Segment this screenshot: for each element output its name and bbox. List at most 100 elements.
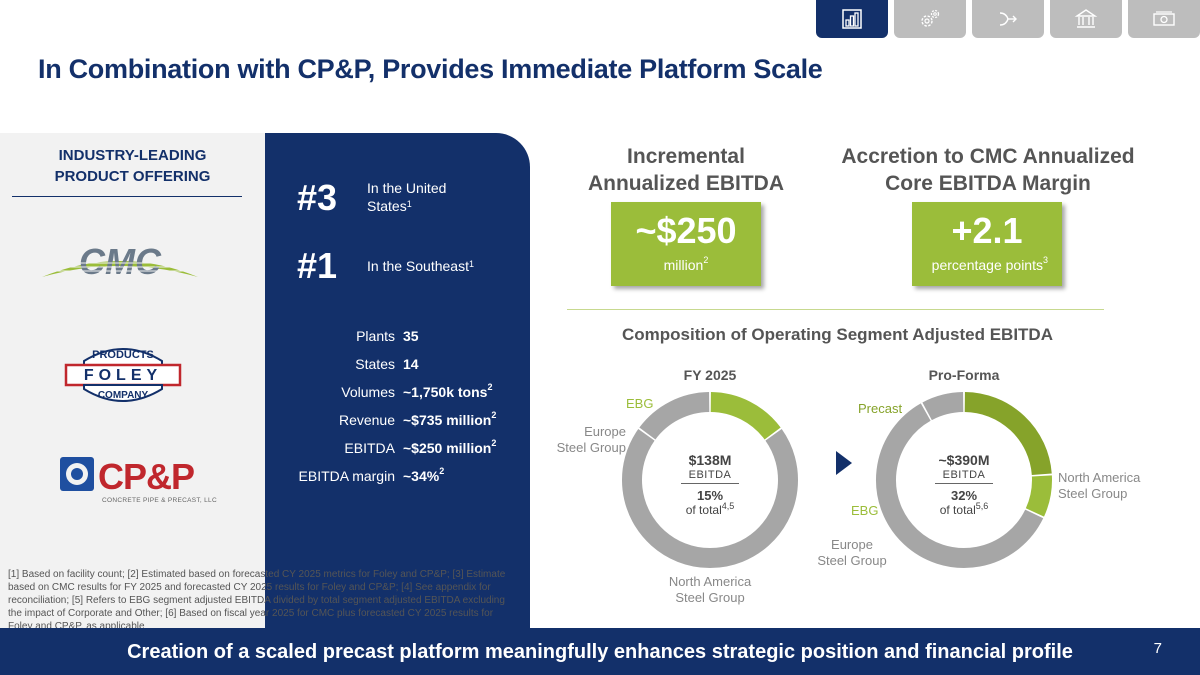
stat-value: 35 — [403, 328, 419, 344]
footnote-ref: 5,6 — [975, 501, 989, 511]
stat-row-volumes: Volumes ~1,750k tons2 — [265, 382, 530, 406]
footnote-ref: 2 — [703, 255, 709, 265]
svg-text:PRODUCTS: PRODUCTS — [92, 349, 154, 361]
stat-value-text: 35 — [403, 328, 419, 344]
label-fy-europe: Europe Steel Group — [550, 424, 626, 456]
center-fy2025: $138M EBITDA 15% of total4,5 — [670, 452, 750, 517]
stat-row-ebitda-margin: EBITDA margin ~34%2 — [265, 466, 530, 490]
label-pf-precast: Precast — [858, 401, 903, 416]
donut-slice-europe-steel-group — [922, 392, 964, 421]
center-value: ~$390M — [938, 452, 990, 468]
center-note-text: of total — [939, 503, 976, 517]
label-line: Steel Group — [1058, 486, 1128, 501]
stat-row-revenue: Revenue ~$735 million2 — [265, 410, 530, 434]
section-divider — [567, 309, 1104, 310]
footnote-ref: 1 — [468, 259, 474, 269]
label-fy-ebg: EBG — [626, 396, 654, 411]
kpi-title-line2: Annualized EBITDA — [587, 172, 784, 195]
stats-panel: #3 In the United States1 #1 In the South… — [265, 133, 530, 628]
label-pf-ebg: EBG — [851, 503, 879, 518]
money-icon — [1153, 11, 1175, 26]
merge-arrow-icon — [999, 12, 1017, 26]
rank-us-desc-line2: States1 — [367, 197, 446, 215]
composition-title: Composition of Operating Segment Adjuste… — [622, 325, 1053, 344]
footnote-ref: 4,5 — [721, 501, 735, 511]
nav-tab-returns[interactable] — [1128, 0, 1200, 38]
center-pct: 15% — [696, 488, 724, 503]
chart-title-fy2025: FY 2025 — [683, 367, 737, 383]
nav-tab-overview[interactable] — [816, 0, 888, 38]
label-line: Steel Group — [675, 590, 745, 605]
gears-icon — [921, 9, 940, 27]
svg-text:CMC: CMC — [79, 241, 162, 282]
label-pf-europe: Europe Steel Group — [812, 537, 892, 569]
stat-label: Volumes — [341, 384, 395, 400]
center-note-text: of total — [685, 503, 722, 517]
stat-label: EBITDA margin — [298, 468, 395, 484]
label-line: North America — [1058, 470, 1141, 485]
kpi-title-margin-accretion: Accretion to CMC Annualized Core EBITDA … — [830, 143, 1146, 197]
page-number: 7 — [1153, 640, 1162, 657]
heading-line-2: PRODUCT OFFERING — [54, 168, 211, 185]
label-pf-na: North America Steel Group — [1058, 470, 1158, 502]
center-label: EBITDA — [935, 468, 993, 484]
kpi-value: ~$250 — [635, 210, 737, 251]
stat-label: Revenue — [338, 412, 395, 428]
kpi-unit-text: percentage points — [931, 257, 1043, 273]
center-value: $138M — [688, 452, 732, 468]
stat-value: ~$250 million2 — [403, 438, 496, 456]
nav-tab-operations[interactable] — [894, 0, 966, 38]
rank-us: #3 — [297, 177, 338, 218]
svg-text:FOLEY: FOLEY — [84, 367, 162, 384]
bar-chart-icon — [842, 9, 862, 29]
stat-row-plants: Plants 35 — [265, 328, 530, 350]
donut-slice-europe-steel-group — [639, 392, 710, 440]
kpi-value: +2.1 — [951, 210, 1023, 251]
heading-line-1: INDUSTRY-LEADING — [58, 147, 207, 164]
stat-value-text: ~$735 million — [403, 412, 492, 428]
kpi-box-incremental-ebitda: ~$250 million2 — [611, 202, 761, 286]
center-pct: 32% — [950, 488, 978, 503]
bank-icon — [1074, 9, 1098, 28]
center-note: of total5,6 — [924, 501, 1004, 517]
rank-us-desc-line1: In the United — [367, 180, 447, 196]
stat-value-text: ~34% — [403, 468, 440, 484]
kpi-unit: percentage points3 — [912, 255, 1062, 273]
label-line: North America — [668, 574, 752, 589]
stat-value: 14 — [403, 356, 419, 372]
footnote-ref: 2 — [491, 410, 497, 420]
footnote-ref: 2 — [487, 382, 493, 392]
rank-southeast-desc-text: In the Southeast — [367, 258, 469, 274]
product-offering-heading: INDUSTRY-LEADING PRODUCT OFFERING — [0, 145, 265, 187]
cpp-logo: CP&P — [60, 456, 195, 497]
cpp-subtitle: CONCRETE PIPE & PRECAST, LLC — [102, 497, 217, 504]
kpi-title-line2: Core EBITDA Margin — [885, 172, 1091, 195]
center-label: EBITDA — [681, 468, 739, 484]
cmc-logo: CMC — [42, 241, 198, 282]
label-line: Steel Group — [556, 440, 626, 455]
donut-slice-ebg — [710, 392, 781, 440]
footer-banner: Creation of a scaled precast platform me… — [0, 628, 1200, 675]
label-line: Europe — [584, 424, 626, 439]
svg-text:COMPANY: COMPANY — [98, 390, 149, 401]
nav-tab-integration[interactable] — [972, 0, 1044, 38]
rank-southeast: #1 — [297, 245, 338, 286]
product-offering-panel: INDUSTRY-LEADING PRODUCT OFFERING CMC PR… — [0, 133, 265, 628]
stat-label: States — [355, 356, 395, 372]
stat-label: EBITDA — [344, 440, 395, 456]
section-nav — [816, 0, 1200, 38]
footnote-ref: 3 — [1042, 255, 1048, 265]
nav-tab-financing[interactable] — [1050, 0, 1122, 38]
stat-value: ~34%2 — [403, 466, 445, 484]
rank-us-desc-text: States — [367, 198, 407, 214]
kpi-title-line1: Accretion to CMC Annualized — [841, 145, 1135, 168]
center-proforma: ~$390M EBITDA 32% of total5,6 — [924, 452, 1004, 517]
label-fy-na: North America Steel Group — [660, 574, 760, 606]
kpi-unit: million2 — [611, 255, 761, 273]
footnote-ref: 2 — [439, 466, 445, 476]
kpi-box-margin-accretion: +2.1 percentage points3 — [912, 202, 1062, 286]
stat-value-text: ~1,750k tons — [403, 384, 488, 400]
rank-southeast-desc: In the Southeast1 — [367, 257, 474, 275]
svg-text:CP&P: CP&P — [98, 456, 194, 497]
stat-value: ~1,750k tons2 — [403, 382, 493, 400]
